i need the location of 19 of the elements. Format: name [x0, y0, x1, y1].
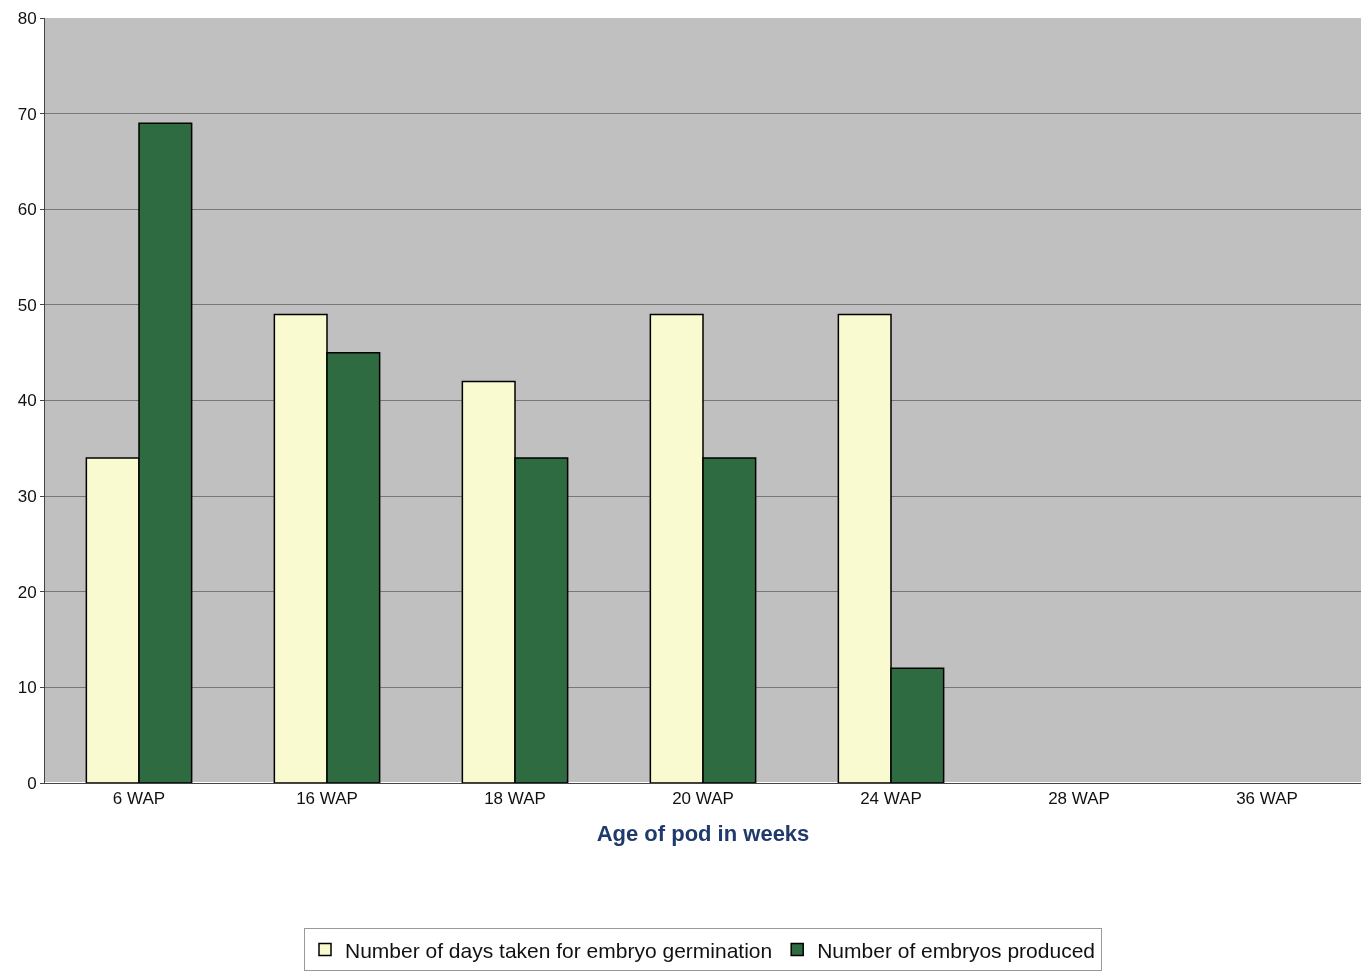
- x-tick-label: 24 WAP: [860, 789, 922, 809]
- x-tick-label: 28 WAP: [1048, 789, 1110, 809]
- x-axis-title: Age of pod in weeks: [596, 821, 810, 847]
- x-tick-label: 18 WAP: [484, 789, 546, 809]
- y-tick-label: 10: [17, 678, 37, 698]
- legend-label: Number of embryos produced: [817, 938, 1096, 962]
- legend-label: Number of days taken for embryo germination: [345, 938, 773, 962]
- y-tick-label: 80: [17, 8, 37, 28]
- y-tick-label: 70: [17, 104, 37, 124]
- y-tick-label: 30: [17, 487, 37, 507]
- x-tick-label: 6 WAP: [112, 789, 166, 809]
- x-tick-label: 36 WAP: [1236, 789, 1298, 809]
- y-tick-label: 0: [27, 773, 37, 793]
- y-tick-label: 50: [17, 295, 37, 315]
- x-tick-label: 16 WAP: [296, 789, 358, 809]
- y-tick-label: 60: [17, 200, 37, 220]
- y-tick-label: 40: [17, 391, 37, 411]
- y-tick-label: 20: [17, 582, 37, 602]
- x-tick-label: 20 WAP: [672, 789, 734, 809]
